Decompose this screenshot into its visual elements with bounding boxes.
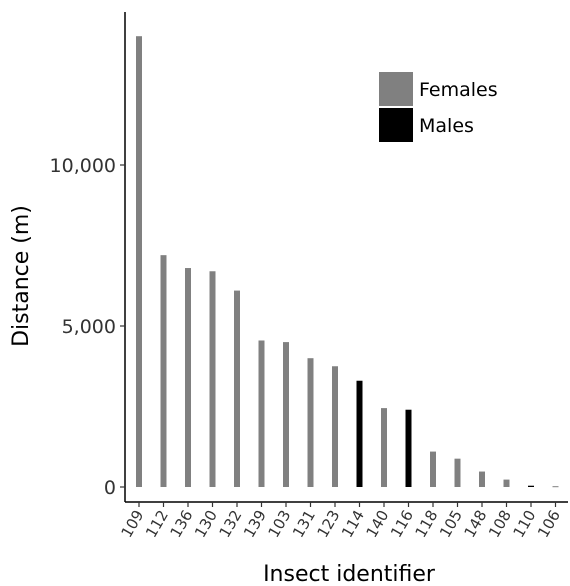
y-tick-label: 5,000 [62,316,116,338]
x-tick-label: 130 [191,507,221,541]
legend-label-females: Females [419,79,498,101]
x-tick-label: 136 [167,507,197,541]
x-tick-label: 110 [510,507,540,541]
x-tick-label: 118 [412,507,442,541]
bars-group [136,36,559,488]
y-tick-label: 10,000 [50,155,116,177]
bar-114 [356,380,363,487]
y-tick-label: 0 [104,477,116,499]
x-tick-label: 131 [289,507,319,541]
bar-112 [160,255,167,487]
legend-label-males: Males [419,115,474,137]
x-tick-label: 139 [240,507,270,541]
legend-swatch-females [379,72,413,106]
bar-108 [503,479,510,487]
x-tick-label: 103 [265,507,295,541]
x-tick-label: 105 [436,507,466,541]
y-axis-title: Distance (m) [9,205,34,347]
bar-116 [405,409,412,487]
bar-109 [136,36,142,487]
legend: Females Males [379,72,498,142]
x-tick-label: 148 [461,507,491,541]
legend-swatch-males [379,108,413,142]
x-tick-label: 132 [216,507,246,541]
x-tick-label: 123 [314,507,344,541]
y-axis-ticks: 0 5,000 10,000 [50,155,125,499]
bar-110 [528,485,534,487]
x-tick-label: 116 [387,507,417,541]
bar-130 [209,271,216,487]
bar-140 [381,408,387,487]
bar-105 [454,458,461,487]
x-tick-label: 114 [338,507,368,541]
bar-148 [479,471,485,487]
x-tick-label: 106 [534,507,564,541]
x-axis-title: Insect identifier [263,562,436,586]
bar-136 [185,268,191,487]
x-tick-label: 109 [118,507,148,541]
x-axis-ticks: 1091121361301321391031311231141401161181… [118,502,564,541]
bar-131 [307,358,314,487]
bar-118 [430,451,436,487]
bar-139 [258,340,265,487]
bar-123 [332,366,338,487]
bar-132 [234,290,240,487]
bar-103 [283,342,289,487]
bar-106 [552,486,559,488]
x-tick-label: 112 [142,507,172,541]
x-tick-label: 108 [485,507,515,541]
x-tick-label: 140 [363,507,393,541]
